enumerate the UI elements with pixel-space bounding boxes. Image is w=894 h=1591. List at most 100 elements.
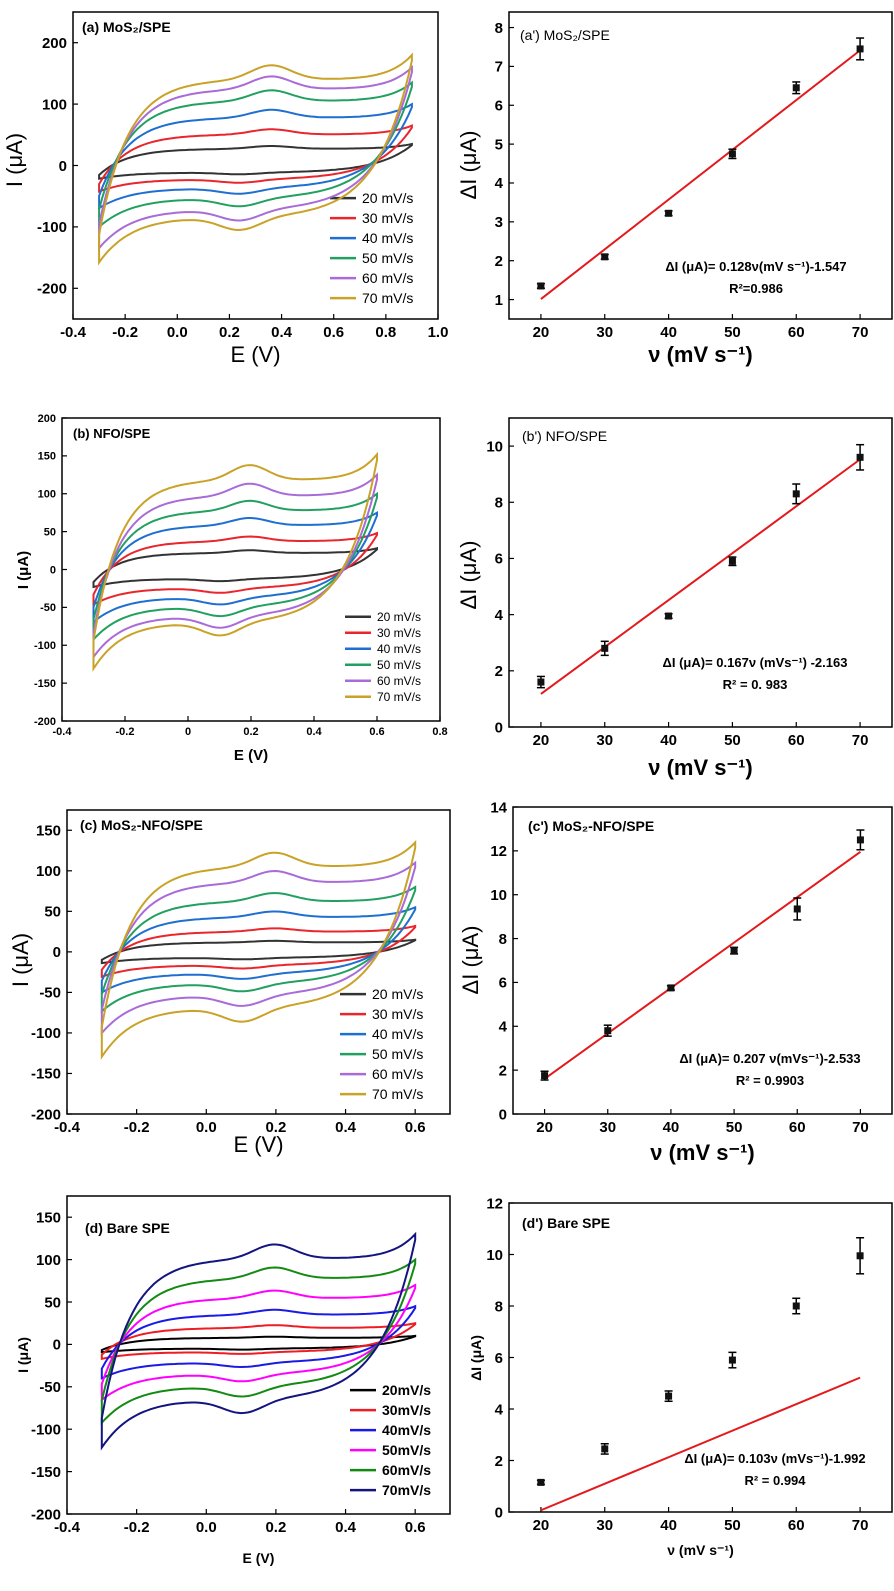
x-tick-label: 20 (533, 324, 550, 341)
y-tick-label: 0 (59, 158, 67, 175)
panel-title: (a) MoS₂/SPE (82, 19, 171, 35)
x-axis-label: E (V) (243, 1550, 275, 1566)
y-tick-label: 8 (495, 1298, 503, 1315)
data-point (856, 836, 864, 844)
y-tick-label: 1 (495, 292, 503, 309)
plot-frame (508, 417, 893, 728)
legend-label: 50 mV/s (377, 658, 421, 672)
data-point (537, 1478, 545, 1486)
y-tick-label: 2 (495, 663, 503, 680)
data-point (856, 45, 864, 53)
data-point (792, 1302, 800, 1310)
y-tick-label: 4 (495, 1401, 504, 1418)
legend-label: 60 mV/s (362, 270, 413, 286)
data-point (601, 1445, 609, 1453)
x-axis-label: ν (mV s⁻¹) (667, 1542, 734, 1558)
x-tick-label: 0.4 (271, 324, 293, 341)
plot-frame (512, 806, 893, 1115)
cv-curve-60mvs (100, 860, 417, 1036)
legend-label: 30 mV/s (372, 1006, 423, 1022)
panel-dp: 20 30 40 50 60 70 0 2 4 6 8 10 12 ν (mV s⁻¹) ΔI (μA) (d… (468, 1195, 893, 1558)
fit-line (540, 1376, 861, 1512)
panel-title: (c') MoS₂-NFO/SPE (528, 818, 654, 834)
y-tick-label: 5 (495, 136, 503, 153)
x-tick-label: 0.2 (265, 1119, 286, 1136)
x-tick-label: 50 (724, 324, 741, 341)
y-axis-label: I (μA) (15, 1337, 31, 1373)
data-point (541, 1072, 549, 1080)
y-axis-label: ΔI (μA) (456, 541, 481, 610)
cv-curve-70mvs (100, 839, 417, 1060)
data-point (667, 984, 675, 992)
legend-label: 70 mV/s (377, 690, 421, 704)
y-tick-label: -200 (34, 716, 56, 728)
legend-label: 20 mV/s (377, 610, 421, 624)
y-tick-label: -150 (31, 1464, 61, 1481)
y-tick-label: 8 (499, 931, 507, 948)
x-tick-label: 70 (852, 324, 869, 341)
x-tick-label: -0.4 (54, 1119, 81, 1136)
y-tick-label: 6 (495, 1350, 503, 1367)
y-tick-label: 100 (38, 489, 56, 501)
x-tick-label: 30 (599, 1119, 616, 1136)
y-tick-label: 50 (44, 904, 61, 921)
data-point (792, 84, 800, 92)
x-tick-label: 50 (724, 732, 741, 749)
x-tick-label: 0.2 (265, 1519, 286, 1536)
y-tick-label: 50 (44, 526, 56, 538)
fit-line (540, 458, 861, 695)
cv-curve-70mvs (98, 52, 413, 266)
y-tick-label: 12 (486, 1195, 503, 1212)
legend-label: 30mV/s (382, 1402, 431, 1418)
x-tick-label: 30 (596, 1517, 613, 1534)
cv-curve-40mvs (98, 102, 413, 210)
y-tick-label: 0 (495, 1504, 503, 1521)
x-tick-label: 40 (660, 1517, 677, 1534)
x-tick-label: 70 (852, 1517, 869, 1534)
x-tick-label: 40 (663, 1119, 680, 1136)
y-tick-label: 0 (53, 1337, 61, 1354)
x-tick-label: 60 (788, 324, 805, 341)
y-tick-label: 150 (38, 451, 56, 463)
y-tick-label: 6 (495, 551, 503, 568)
data-point (665, 209, 673, 217)
legend-label: 40 mV/s (362, 230, 413, 246)
fit-r-squared: R²=0.986 (729, 281, 783, 296)
data-point (665, 1392, 673, 1400)
cv-curve-50mvs (98, 80, 413, 230)
x-tick-label: 30 (596, 324, 613, 341)
y-tick-label: -100 (31, 1421, 61, 1438)
legend-label: 50mV/s (382, 1442, 431, 1458)
cv-curve-30mvs (100, 1321, 417, 1361)
y-tick-label: -50 (39, 1379, 61, 1396)
x-tick-label: -0.4 (53, 726, 73, 738)
legend-label: 70mV/s (382, 1482, 431, 1498)
x-tick-label: -0.4 (54, 1519, 81, 1536)
fit-equation: ΔI (μA)= 0.103ν (mVs⁻¹)-1.992 (684, 1451, 865, 1466)
data-point (604, 1027, 612, 1035)
y-tick-label: 8 (495, 495, 503, 512)
x-tick-label: -0.4 (60, 324, 87, 341)
legend-label: 60mV/s (382, 1462, 431, 1478)
data-point (856, 453, 864, 461)
cv-curve-20mvs (100, 938, 417, 965)
x-tick-label: 40 (660, 732, 677, 749)
legend-label: 30 mV/s (362, 210, 413, 226)
x-tick-label: -0.2 (124, 1119, 150, 1136)
data-point (665, 612, 673, 620)
y-tick-label: 100 (42, 96, 67, 113)
legend-label: 40 mV/s (372, 1026, 423, 1042)
legend-label: 60 mV/s (372, 1066, 423, 1082)
y-tick-label: 12 (490, 843, 507, 860)
panel-ap: 20 30 40 50 60 70 1 2 3 4 5 6 7 8 ν (mV s⁻¹) ΔI (μA) (a'… (456, 11, 893, 367)
cv-curve-60mvs (92, 472, 378, 660)
y-tick-label: 8 (495, 20, 503, 37)
y-axis-label: I (μA) (15, 551, 32, 589)
cv-curve-20mvs (98, 142, 413, 180)
x-tick-label: 0.4 (335, 1119, 357, 1136)
x-tick-label: 60 (788, 732, 805, 749)
y-tick-label: -50 (39, 985, 61, 1002)
cv-curve-20mvs (92, 547, 378, 589)
fit-equation: ΔI (μA)= 0.207 ν(mVs⁻¹)-2.533 (679, 1051, 860, 1066)
